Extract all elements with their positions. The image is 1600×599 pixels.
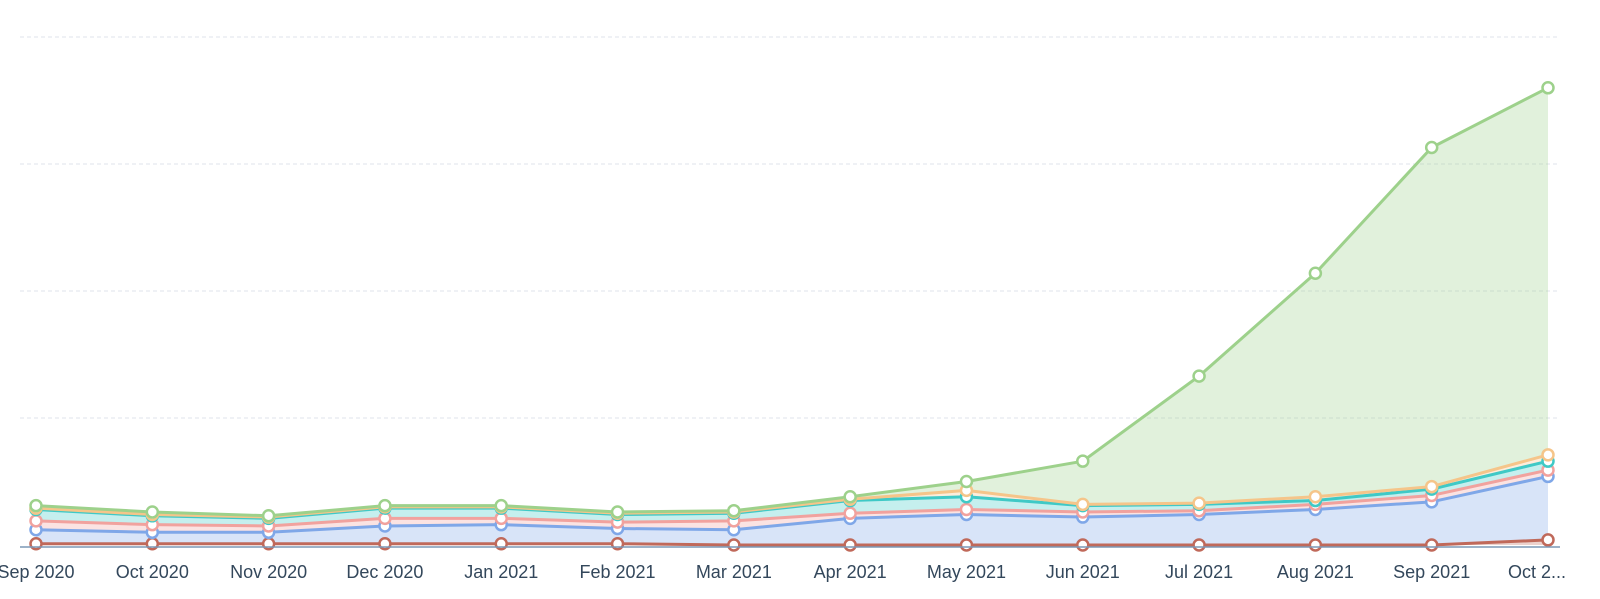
data-point[interactable] [959,474,974,489]
data-point[interactable] [1192,496,1206,510]
series-area-1 [36,476,1548,545]
series-line-2 [35,468,1549,528]
series-line-0 [36,538,1549,547]
data-point[interactable] [494,498,508,513]
x-tick-label: Aug 2021 [1277,562,1354,582]
x-tick-label: Sep 2020 [0,562,75,582]
data-point[interactable] [1076,538,1090,552]
data-point[interactable] [1308,489,1323,504]
series-line-1 [35,474,1549,534]
data-point[interactable] [1076,497,1090,512]
data-point[interactable] [843,506,857,520]
grid-lines [20,36,1560,419]
data-point[interactable] [1308,266,1323,280]
data-point[interactable] [378,498,392,513]
data-point[interactable] [843,489,857,504]
data-point[interactable] [145,505,160,519]
x-tick-label: Oct 2... [1508,562,1566,582]
data-point[interactable] [1424,479,1439,494]
data-point[interactable] [1541,448,1555,462]
data-point[interactable] [1076,454,1090,468]
x-tick-label: Apr 2021 [814,562,887,582]
series-lines [35,86,1549,547]
x-tick-label: Dec 2020 [346,562,423,582]
x-tick-label: Jul 2021 [1165,562,1233,582]
x-axis-tick-labels: Sep 2020 Oct 2020 Nov 2020 Dec 2020 Jan 2021… [0,562,1566,582]
data-point[interactable] [29,514,43,528]
data-point[interactable] [1192,538,1206,552]
data-point[interactable] [29,498,43,513]
series-area-5 [36,87,1548,518]
series-line-5 [35,86,1549,518]
data-point[interactable] [1424,140,1439,155]
x-tick-label: Sep 2021 [1393,562,1470,582]
x-tick-label: Mar 2021 [696,562,772,582]
x-tick-label: Oct 2020 [116,562,189,582]
data-point[interactable] [727,503,741,518]
x-tick-label: Nov 2020 [230,562,307,582]
data-point[interactable] [959,538,974,552]
series-areas [36,87,1548,545]
data-point[interactable] [1541,533,1555,547]
data-point[interactable] [1541,81,1555,95]
data-point[interactable] [610,505,625,519]
data-point[interactable] [1424,538,1439,552]
x-tick-label: Jun 2021 [1046,562,1120,582]
data-point[interactable] [261,509,276,523]
data-point[interactable] [843,538,857,552]
data-point[interactable] [959,502,974,517]
x-tick-label: Feb 2021 [580,562,656,582]
data-point[interactable] [727,538,741,552]
x-tick-label: Jan 2021 [464,562,538,582]
x-tick-label: May 2021 [927,562,1006,582]
data-point[interactable] [1192,369,1206,383]
data-point[interactable] [1308,538,1323,552]
